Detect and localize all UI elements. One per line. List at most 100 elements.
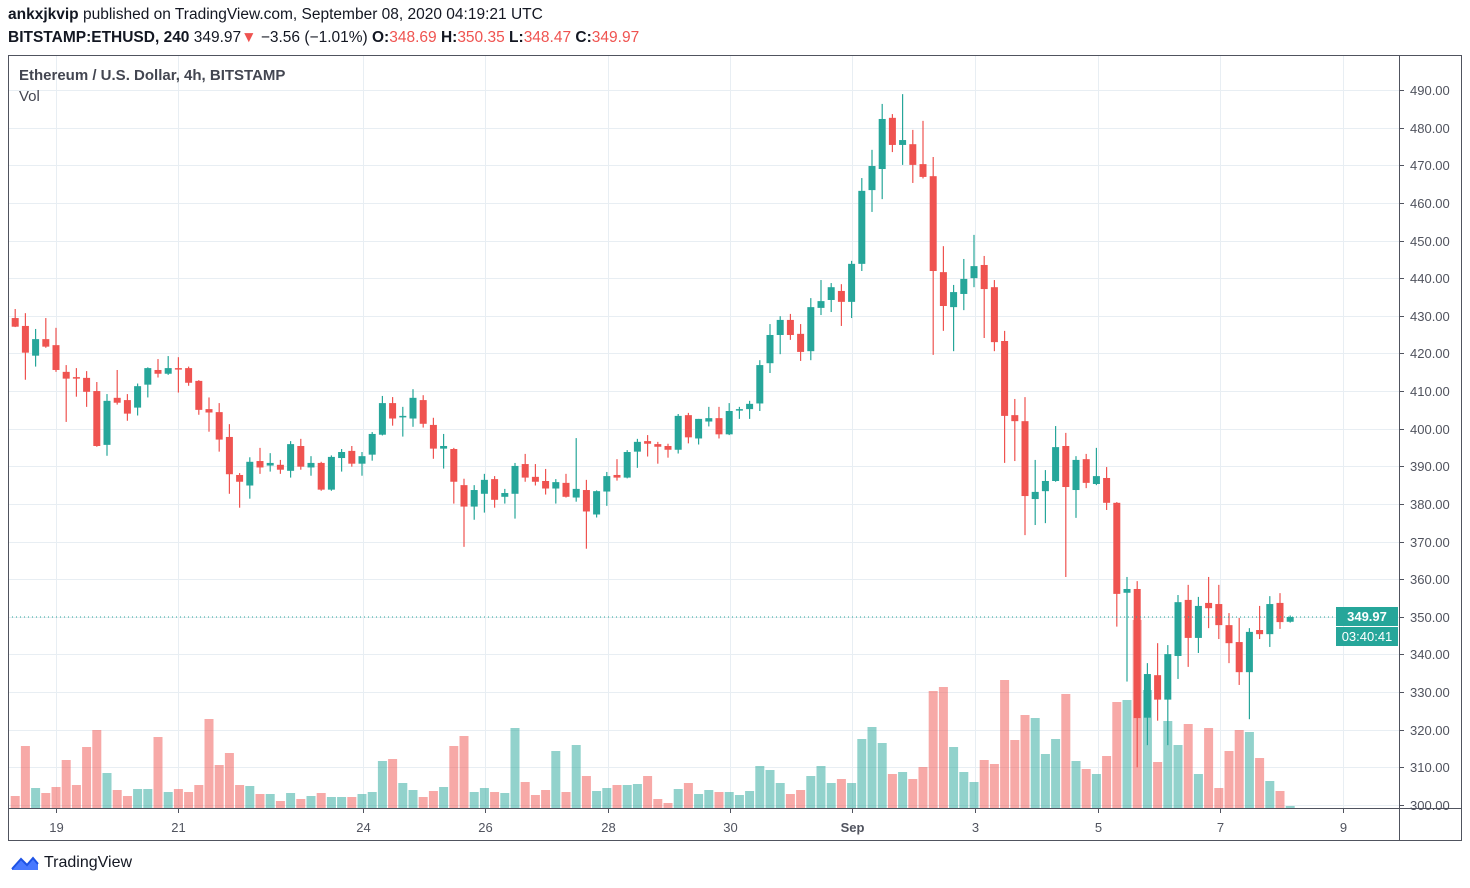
volume-bar: [398, 783, 408, 808]
volume-bar: [612, 785, 622, 808]
candle-body: [389, 403, 397, 419]
low-label: L:: [509, 29, 524, 46]
candle-body: [1031, 491, 1039, 500]
triangle-down-icon: ▼: [241, 29, 257, 46]
volume-bar: [1214, 788, 1224, 808]
time-axis[interactable]: 19 21 24 26 28 30 Sep 3 5 7 9: [49, 808, 1347, 835]
candle-body: [399, 415, 407, 418]
price-tick-label: 300.00: [1410, 798, 1450, 813]
price-tick-label: 410.00: [1410, 384, 1450, 399]
volume-bar: [92, 730, 102, 808]
candle-body: [1133, 588, 1141, 719]
candle-body: [440, 445, 448, 449]
price-tick-label: 390.00: [1410, 459, 1450, 474]
bar-countdown: 03:40:41: [1336, 627, 1398, 646]
candle-body: [929, 176, 937, 272]
candle-body: [1154, 675, 1162, 700]
time-tick-label: 30: [723, 820, 737, 835]
candle-body: [144, 368, 152, 385]
time-tick-label: 26: [478, 820, 492, 835]
candle-body: [1082, 459, 1090, 483]
volume-bar: [1091, 774, 1101, 808]
candle-body: [21, 325, 29, 353]
candle-body: [1113, 502, 1121, 594]
volume-bar: [20, 746, 30, 808]
candle-body: [633, 441, 641, 452]
candle-body: [837, 290, 845, 302]
candle-body: [664, 445, 672, 450]
volume-bar: [1112, 702, 1122, 808]
volume-bar: [1275, 791, 1285, 808]
candle-body: [1001, 341, 1009, 416]
candle-body: [103, 400, 111, 445]
price-axis[interactable]: 300.00 310.00 320.00 330.00 340.00 350.00 360.…: [1399, 83, 1450, 813]
grid: [8, 56, 1399, 808]
candle-body: [42, 339, 50, 347]
volume-bar: [653, 799, 663, 808]
volume-bar: [949, 747, 959, 808]
symbol-info: BITSTAMP:ETHUSD, 240 349.97▼ −3.56 (−1.0…: [8, 29, 639, 47]
volume-bar: [51, 787, 61, 808]
candle-body: [470, 490, 478, 507]
volume-bar: [561, 792, 571, 808]
candle-body: [909, 144, 917, 165]
volume-bar: [377, 761, 387, 808]
volume-bar: [745, 791, 755, 808]
candle-body: [1266, 604, 1274, 635]
last-price-tag: 349.97: [1336, 607, 1398, 626]
volume-bar: [1173, 745, 1183, 808]
candle-body: [1011, 415, 1019, 422]
volume-bar: [428, 791, 438, 808]
volume-bar: [163, 792, 173, 808]
candle-body: [348, 450, 356, 464]
volume-bar: [1193, 774, 1203, 808]
volume-bar: [71, 785, 81, 808]
candle-body: [174, 368, 182, 370]
volume-bar: [1061, 694, 1071, 808]
volume-bar: [459, 736, 469, 808]
candle-body: [899, 140, 907, 145]
volume-bar: [765, 770, 775, 808]
volume-bar: [357, 794, 367, 808]
candle-body: [225, 436, 233, 475]
volume-bar: [694, 794, 704, 808]
candle-body: [480, 479, 488, 494]
volume-bar: [602, 788, 612, 808]
volume-bar: [41, 793, 51, 808]
price-tick-label: 430.00: [1410, 309, 1450, 324]
volume-bar: [31, 788, 41, 808]
candle-body: [735, 409, 743, 411]
volume-bar: [1234, 730, 1244, 808]
author[interactable]: ankxjkvip: [8, 6, 79, 23]
candle-body: [113, 397, 121, 403]
volume-bar: [1051, 739, 1061, 808]
price-tick-label: 400.00: [1410, 422, 1450, 437]
tradingview-logo[interactable]: TradingView: [10, 854, 132, 872]
candle-body: [338, 452, 346, 459]
candle-body: [878, 118, 886, 170]
volume-bar: [367, 792, 377, 808]
candle-body: [756, 365, 764, 404]
volume-bar: [836, 779, 846, 808]
volume-bar: [1265, 781, 1275, 808]
volume-bar: [112, 790, 122, 808]
time-tick-label: 24: [356, 820, 370, 835]
low-value: 348.47: [523, 29, 572, 46]
volume-bar: [1010, 740, 1020, 808]
candle-body: [297, 445, 305, 467]
volume-bar: [867, 727, 877, 808]
volume-bar: [857, 739, 867, 808]
volume-bar: [10, 796, 20, 808]
volume-bar: [235, 785, 245, 808]
time-tick-label: 5: [1095, 820, 1102, 835]
candle-body: [327, 456, 335, 490]
candle-body: [970, 266, 978, 279]
volume-bar: [643, 776, 653, 808]
candle-body: [287, 444, 295, 471]
symbol: BITSTAMP:ETHUSD, 240: [8, 29, 190, 46]
price-tick-label: 480.00: [1410, 121, 1450, 136]
candle-body: [603, 476, 611, 492]
volume-bar: [796, 790, 806, 808]
volume-bar: [224, 753, 234, 808]
